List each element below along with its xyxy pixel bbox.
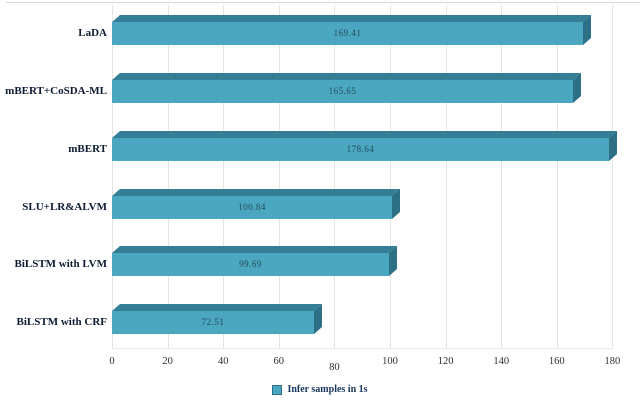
bar: 178.64 (112, 131, 617, 161)
x-tick-label: 100 (382, 356, 398, 367)
bar-value-label: 169.41 (333, 28, 362, 38)
gridline (612, 5, 614, 348)
bar-value-label: 99.69 (239, 259, 262, 269)
legend-label: Infer samples in 1s (287, 384, 368, 395)
bar: 72.51 (112, 304, 322, 334)
x-tick-label: 20 (162, 356, 173, 367)
x-tick-label: 140 (493, 356, 510, 367)
bar-side-face (609, 131, 617, 161)
bar-side-face (573, 73, 581, 103)
bar-front-face (112, 22, 583, 45)
bar-front-face (112, 311, 314, 334)
legend: Infer samples in 1s (0, 384, 640, 395)
bar-side-face (583, 15, 591, 45)
x-tick-label: 40 (217, 356, 229, 367)
bar-top-face (112, 73, 581, 80)
gridline (167, 5, 169, 348)
x-tick-label: 80 (329, 362, 340, 373)
bar-value-label: 100.84 (238, 202, 266, 212)
category-label: mBERT+CoSDA-ML (5, 85, 107, 97)
x-tick-label: 60 (273, 356, 285, 367)
bar: 100.84 (112, 189, 400, 219)
bar: 165.65 (112, 73, 581, 103)
gridline (278, 5, 280, 348)
bar-top-face (112, 246, 397, 253)
bar-front-face (112, 253, 389, 276)
legend-swatch-icon (272, 384, 283, 395)
category-label: mBERT (68, 143, 107, 155)
x-axis-line (112, 348, 613, 349)
bar: 169.41 (112, 15, 591, 45)
bar-top-face (112, 304, 322, 311)
gridline (390, 5, 391, 348)
gridline (445, 5, 447, 348)
x-tick-label: 160 (548, 356, 565, 367)
bar-front-face (112, 196, 392, 219)
category-label: BiLSTM with CRF (16, 316, 107, 328)
bar-value-label: 165.65 (328, 86, 357, 96)
bar-value-label: 72.51 (201, 317, 225, 327)
bar: 99.69 (112, 246, 397, 276)
bar-side-face (389, 246, 397, 276)
bar-top-face (112, 15, 591, 22)
gridline (334, 5, 336, 348)
chart-top-border (6, 2, 640, 3)
bar-side-face (392, 189, 400, 219)
category-label: SLU+LR&ALVM (22, 201, 107, 213)
bar-top-face (112, 189, 400, 196)
x-tick-label: 0 (109, 356, 115, 367)
bar-top-face (112, 131, 617, 138)
x-tick-label: 120 (437, 356, 454, 367)
x-tick-label: 180 (604, 356, 621, 367)
gridline (223, 5, 225, 348)
gridline (556, 5, 558, 348)
bar-side-face (314, 304, 322, 334)
bar-front-face (112, 80, 573, 103)
gridline (501, 5, 503, 348)
bar-value-label: 178.64 (346, 144, 375, 154)
category-label: LaDA (78, 27, 107, 39)
gridline (112, 5, 113, 348)
category-label: BiLSTM with LVM (14, 258, 107, 270)
bar-front-face (112, 138, 609, 161)
